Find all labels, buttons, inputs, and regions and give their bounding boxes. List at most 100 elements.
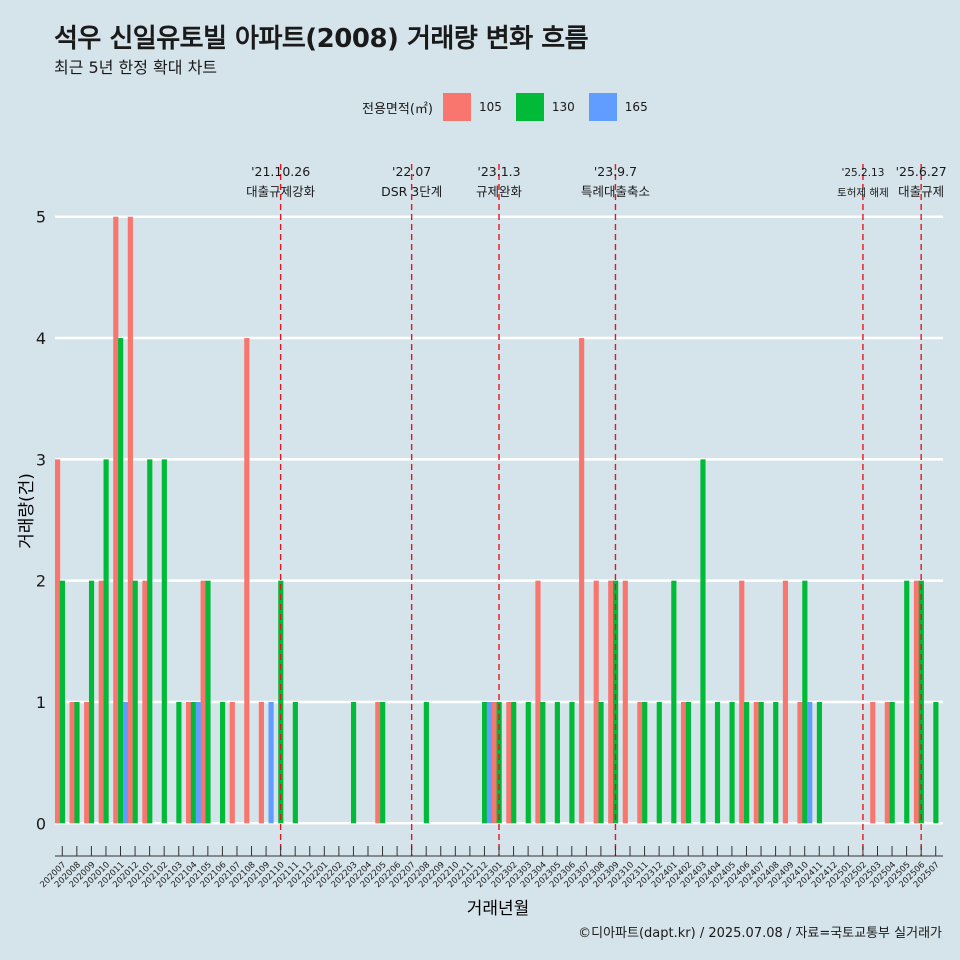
bar-105-202503 — [870, 701, 876, 824]
y-axis-label: 거래량(건) — [17, 473, 37, 549]
bar-130-202402 — [685, 701, 691, 824]
bar-105-202309 — [608, 580, 614, 824]
event-date-label: '25.6.27 — [896, 164, 947, 179]
event-date-label: '23.1.3 — [477, 164, 520, 179]
bar-105-202008 — [69, 701, 75, 824]
legend-label-105: 105 — [478, 100, 502, 114]
bar-130-202404 — [714, 701, 721, 824]
bar-130-202105 — [205, 580, 211, 824]
event-lines: '21.10.26 대출규제강화 '22.07 DSR 3단계 '23.1.3 규제완화 '… — [246, 164, 947, 856]
bar-105-202310 — [622, 580, 628, 824]
bar-105-202304 — [535, 580, 541, 824]
bar-130-202208 — [423, 701, 429, 824]
y-tick-label: 1 — [36, 693, 46, 712]
bar-130-202401 — [671, 580, 677, 824]
bar-130-202308 — [598, 701, 604, 824]
bar-130-202106 — [219, 701, 226, 824]
bar-105-202205 — [375, 701, 381, 824]
bar-130-202309 — [613, 580, 619, 824]
bar-130-202312 — [656, 701, 662, 824]
bars — [55, 216, 939, 824]
bar-130-202311 — [642, 701, 648, 824]
bar-130-202205 — [380, 701, 386, 824]
bar-130-202506 — [918, 580, 924, 824]
event-text-label: 대출규제강화 — [246, 184, 316, 199]
bar-130-202507 — [933, 701, 939, 824]
y-tick-label: 4 — [36, 329, 46, 348]
y-tick-label: 5 — [36, 208, 46, 227]
event-date-label: '25.2.13 — [841, 167, 884, 179]
bar-105-202010 — [98, 580, 104, 824]
legend-swatch-105 — [442, 93, 471, 121]
x-axis-label: 거래년월 — [467, 899, 530, 919]
bar-105-202101 — [142, 580, 148, 824]
bar-105-202107 — [229, 701, 235, 824]
bar-130-202406 — [744, 701, 750, 824]
event-date-label: '21.10.26 — [251, 164, 310, 179]
bar-165-202011 — [122, 701, 129, 824]
bar-130-202203 — [351, 701, 357, 824]
legend-swatch-165 — [588, 93, 617, 121]
legend-label-165: 165 — [624, 100, 648, 114]
event-date-label: '22.07 — [392, 164, 431, 179]
chart-subtitle: 최근 5년 한정 확대 차트 — [54, 58, 218, 77]
bar-105-202007 — [55, 459, 61, 824]
bar-130-202411 — [816, 701, 822, 824]
bar-130-202103 — [176, 701, 182, 824]
bar-130-202008 — [74, 701, 80, 824]
bar-130-202010 — [103, 459, 109, 824]
event-text-label: DSR 3단계 — [381, 184, 442, 199]
legend-title: 전용면적(㎡) — [362, 101, 433, 117]
bar-165-202212 — [486, 701, 493, 824]
bar-105-202506 — [913, 580, 920, 824]
bar-105-202012 — [127, 216, 133, 824]
legend: 전용면적(㎡) 105 130 165 — [362, 93, 662, 121]
bar-165-202410 — [807, 701, 813, 824]
bar-130-202407 — [758, 701, 764, 824]
bar-130-202104 — [190, 701, 197, 824]
bar-130-202403 — [700, 459, 706, 824]
event-text-label: 대출규제 — [898, 184, 944, 199]
y-tick-label: 3 — [36, 450, 46, 469]
bar-105-202302 — [506, 701, 512, 824]
bar-130-202011 — [118, 338, 124, 824]
bar-130-202408 — [773, 701, 779, 824]
bar-130-202007 — [59, 580, 66, 824]
bar-130-202505 — [904, 580, 910, 824]
bar-105-202108 — [244, 338, 250, 824]
chart-title: 석우 신일유토빌 아파트(2008) 거래량 변화 흐름 — [54, 24, 589, 54]
bar-105-202406 — [739, 580, 745, 824]
bar-105-202308 — [593, 580, 599, 824]
bar-130-202110 — [278, 580, 284, 824]
event-text-label: 특례대출축소 — [581, 184, 650, 199]
bar-105-202311 — [637, 701, 643, 824]
bar-105-202104 — [186, 701, 192, 824]
bar-105-202301 — [491, 701, 497, 824]
event-date-label: '23.9.7 — [594, 164, 637, 179]
bar-130-202012 — [132, 580, 138, 824]
bar-130-202302 — [511, 701, 517, 824]
bar-130-202504 — [889, 701, 895, 824]
bar-130-202303 — [525, 701, 531, 824]
event-text-label: 토허제 해제 — [837, 186, 889, 199]
bar-105-202402 — [680, 701, 687, 824]
legend-swatch-130 — [515, 93, 544, 121]
bar-105-202011 — [113, 216, 119, 824]
bar-130-202111 — [292, 701, 298, 824]
source-caption: ©디아파트(dapt.kr) / 2025.07.08 / 자료=국토교통부 실… — [578, 926, 942, 941]
bar-130-202009 — [88, 580, 95, 824]
bar-130-202306 — [569, 701, 575, 824]
bar-130-202410 — [802, 580, 808, 824]
bar-105-202009 — [84, 701, 90, 824]
bar-105-202105 — [200, 580, 206, 824]
bar-130-202305 — [554, 701, 560, 824]
bar-165-202109 — [268, 701, 274, 824]
bar-105-202409 — [782, 580, 789, 824]
event-text-label: 규제완화 — [476, 184, 523, 199]
bar-165-202104 — [195, 701, 201, 824]
bar-105-202307 — [579, 338, 585, 824]
bar-105-202109 — [258, 701, 264, 824]
y-tick-label: 0 — [36, 814, 46, 833]
y-tick-label: 2 — [36, 572, 46, 591]
